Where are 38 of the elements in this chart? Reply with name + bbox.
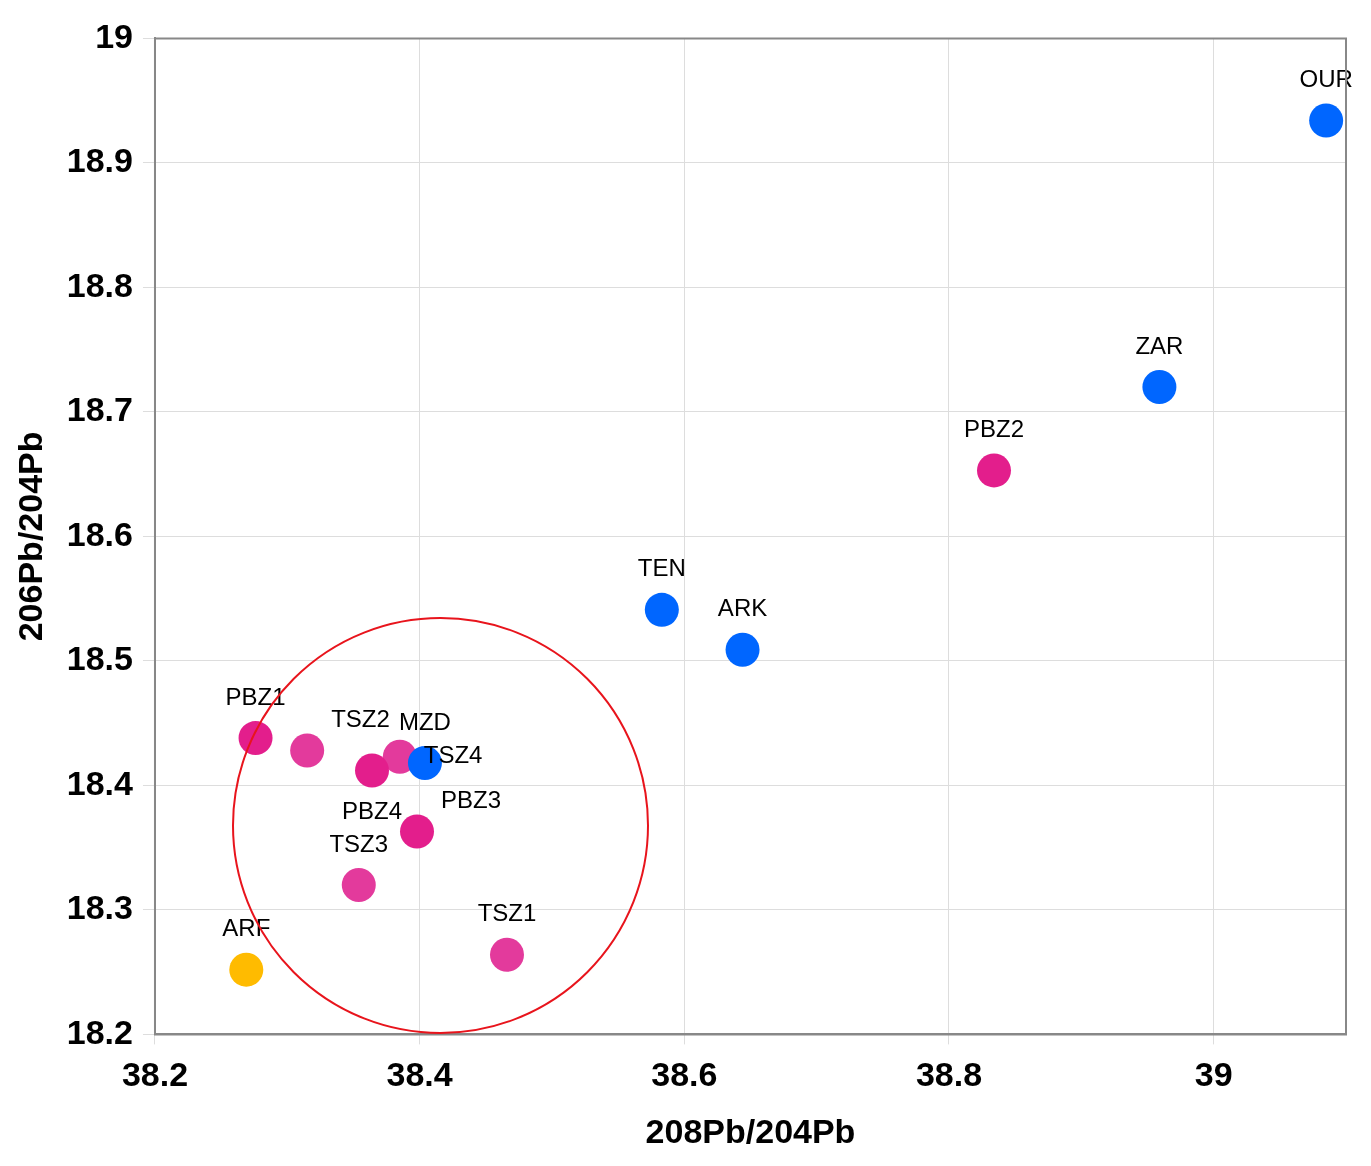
point: [229, 952, 264, 987]
point: [400, 814, 434, 849]
annotation: ZAR: [1135, 331, 1184, 359]
y-tick-label: 18.3: [66, 888, 133, 927]
point: [1309, 103, 1344, 138]
annotation: OUR: [1299, 65, 1353, 93]
y-tick-label: 18.4: [66, 763, 134, 802]
y-tick-label: 19: [95, 16, 133, 55]
x-tick-label: 38.8: [915, 1055, 983, 1094]
x-tick-label: 38.6: [651, 1055, 718, 1094]
x-tick-label: 38.2: [121, 1055, 189, 1094]
annotation: PBZ4: [341, 797, 403, 825]
annotation: TSZ1: [477, 899, 537, 927]
x-tick-label: 39: [1194, 1055, 1233, 1094]
y-axis-title: 206Pb/204Pb: [10, 431, 49, 642]
annotation: TSZ2: [331, 705, 390, 733]
annotation: MZD: [398, 707, 451, 735]
annotation: TSZ3: [329, 829, 389, 857]
annotation: TEN: [637, 554, 686, 582]
point: [489, 937, 524, 972]
annotation: ARK: [717, 594, 768, 622]
y-tick-label: 18.9: [66, 141, 133, 180]
y-tick-label: 18.6: [66, 514, 133, 553]
point: [355, 753, 390, 788]
y-tick-label: 18.2: [66, 1012, 133, 1051]
y-tick-label: 18.7: [66, 390, 133, 429]
point: [1142, 370, 1177, 404]
point: [290, 733, 325, 768]
y-tick-label: 18.5: [66, 639, 133, 678]
point: [644, 592, 679, 627]
point: [976, 453, 1011, 488]
annotation: PBZ3: [441, 786, 502, 814]
point: [341, 868, 376, 902]
annotation: PBZ2: [963, 415, 1024, 443]
point: [725, 632, 760, 667]
x-axis-title: 208Pb/204Pb: [645, 1111, 856, 1150]
x-tick-label: 38.4: [386, 1055, 453, 1094]
y-tick-label: 18.8: [66, 265, 133, 304]
